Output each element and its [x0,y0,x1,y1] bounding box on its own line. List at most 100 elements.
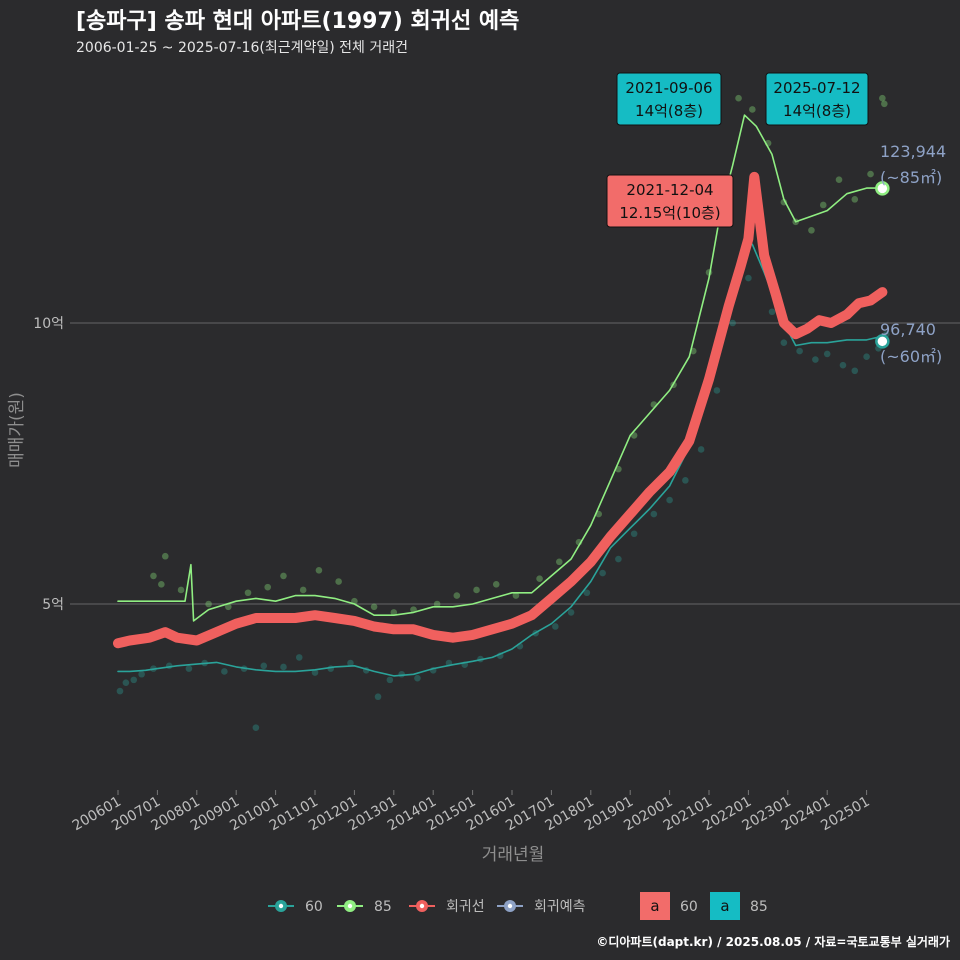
series-line-60 [117,243,880,677]
scatter-point-60 [823,350,831,358]
scatter-point-60 [650,510,658,518]
legend-label: 60 [305,899,323,915]
scatter-point-85 [492,581,500,588]
callout-value: 14억(8층) [635,102,703,120]
scatter-points [116,94,890,731]
scatter-point-85 [879,94,886,102]
end-label-unit: (~85㎡) [880,168,942,187]
x-axis-ticks: 2006012007012008012009012010012011012012… [70,790,873,834]
scatter-point-60 [374,693,382,701]
legend-label: 회귀선 [446,899,485,915]
chart-subtitle: 2006-01-25 ~ 2025-07-16(최근계약일) 전체 거래건 [76,40,408,56]
callout-date: 2021-12-04 [626,181,713,199]
scatter-point-60 [552,623,559,630]
scatter-point-85 [835,176,843,183]
scatter-point-85 [433,600,441,608]
scatter-point-85 [315,566,323,574]
scatter-point-60 [599,569,606,577]
end-label-value: 96,740 [880,320,936,339]
scatter-point-60 [583,589,591,597]
legend-marker-dot [419,903,425,909]
callout-box [606,174,734,228]
legend-fill-label: 85 [750,899,768,915]
scatter-point-60 [863,353,870,361]
legend-label: 85 [374,899,392,915]
legend-marker-dot [507,903,513,909]
scatter-point-60 [185,665,193,672]
scatter-point-60 [221,668,228,675]
x-axis-title: 거래년월 [482,845,545,865]
callout-date: 2021-09-06 [625,79,712,97]
scatter-point-85 [225,603,232,611]
y-axis-title: 매매가(원) [7,392,27,468]
scatter-point-60 [398,670,405,678]
scatter-point-85 [512,592,520,599]
end-marker [875,334,890,349]
end-label-unit: (~60㎡) [880,347,942,366]
callout-date: 2025-07-12 [773,79,860,97]
scatter-point-85 [749,106,756,113]
scatter-point-60 [327,665,335,672]
y-tick-label: 5억 [42,597,64,613]
scatter-point-60 [295,654,303,661]
scatter-point-60 [347,659,354,667]
scatter-point-60 [567,609,575,616]
scatter-point-85 [177,586,185,594]
scatter-point-60 [768,308,776,316]
scatter-point-60 [851,367,859,375]
scatter-point-60 [122,679,130,686]
scatter-point-85 [244,589,252,597]
y-axis-ticks: 5억 10억 [33,316,64,613]
scatter-point-60 [280,663,287,671]
scatter-point-85 [881,100,888,108]
scatter-point-60 [666,496,673,504]
scatter-point-85 [390,609,398,616]
callout-box [765,72,869,126]
scatter-point-60 [745,274,752,282]
legend-marker-dot [347,903,353,909]
scatter-point-60 [630,530,638,538]
scatter-point-85 [205,600,212,608]
scatter-point-85 [335,578,342,585]
scatter-point-60 [697,446,705,453]
scatter-point-85 [473,586,480,594]
legend-fill-key [710,892,740,920]
scatter-point-60 [138,670,145,678]
scatter-point-60 [780,339,788,346]
legend-fill-key-letter: a [650,897,659,915]
legend-marker-dot [278,903,284,909]
gridlines [70,322,960,605]
scatter-point-85 [555,558,563,566]
regression-line [113,171,888,649]
legend-fill-key [640,892,670,920]
chart-title: [송파구] 송파 현대 아파트(1997) 회귀선 예측 [76,9,519,34]
scatter-point-60 [386,676,394,684]
scatter-point-60 [729,319,736,327]
end-marker [875,181,890,196]
legend-fill-label: 60 [680,899,698,915]
scatter-point-85 [264,583,272,591]
scatter-point-60 [116,687,124,695]
scatter-point-60 [796,347,803,355]
scatter-point-85 [819,201,827,209]
scatter-point-85 [161,552,169,560]
scatter-point-60 [615,555,622,563]
callout-value: 14억(8층) [783,102,851,120]
callouts: 2021-09-06 14억(8층) 2021-12-04 12.15억(10층) 20… [606,72,869,228]
series-lines [113,114,890,677]
scatter-point-60 [130,676,138,684]
scatter-point-60 [252,724,260,731]
scatter-point-85 [280,572,287,580]
callout-value: 12.15억(10층) [619,204,720,222]
scatter-point-60 [682,477,689,484]
scatter-point-85 [536,575,543,583]
end-labels: 123,944 (~85㎡) 96,740 (~60㎡) [880,142,946,366]
scatter-point-85 [150,572,157,580]
legend-fill-key-letter: a [720,897,729,915]
scatter-point-60 [414,674,421,682]
legend: 60 85 회귀선 회귀예측 a 60 a 85 [268,892,768,920]
legend-label: 회귀예측 [534,899,586,915]
scatter-point-85 [158,581,165,588]
scatter-point-85 [299,586,307,594]
